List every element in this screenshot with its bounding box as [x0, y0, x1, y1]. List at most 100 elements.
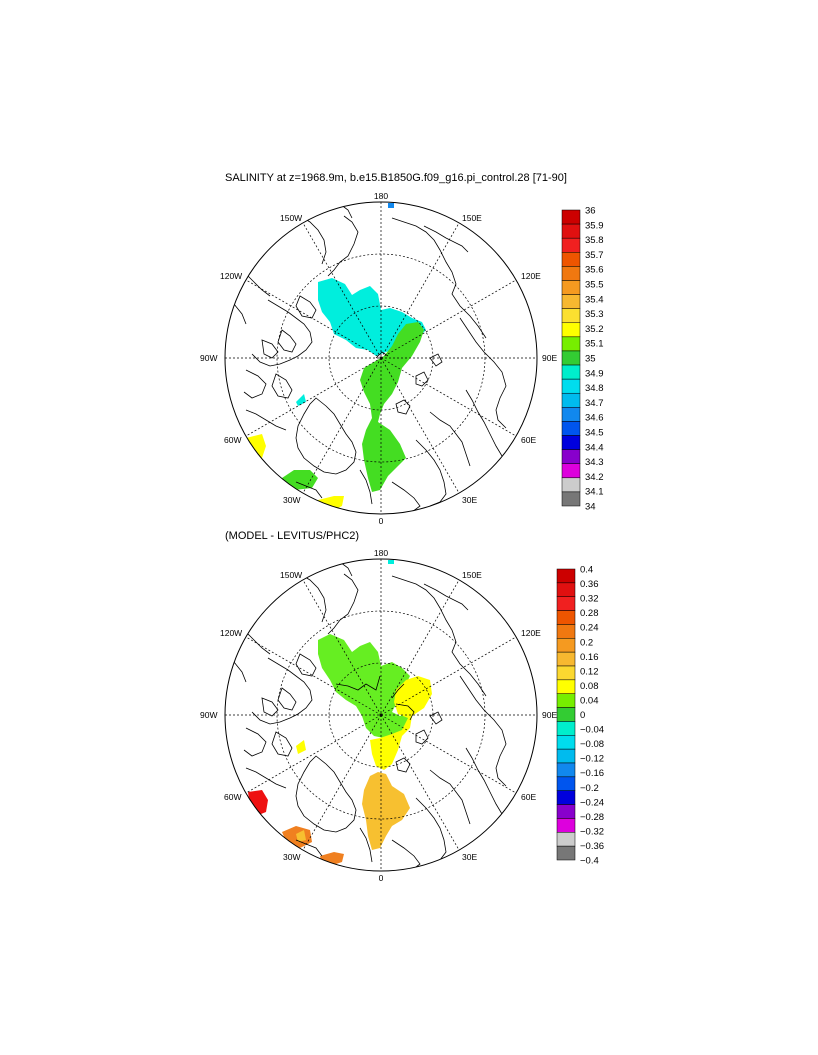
lon-label-90e: 90E [542, 353, 557, 363]
colorbar-swatch [561, 364, 581, 380]
colorbar-label: 0.4 [580, 565, 593, 576]
colorbar-swatch [561, 280, 581, 295]
lon-label-90w: 90W [200, 353, 217, 363]
lon-label-180: 180 [374, 548, 388, 558]
colorbar-label: 0.08 [580, 681, 599, 692]
colorbar-swatch [556, 693, 576, 708]
colorbar-label: 35 [585, 354, 596, 365]
lon-label-120e: 120E [521, 628, 541, 638]
colorbar-swatch [556, 665, 576, 681]
colorbar-label: 0.24 [580, 623, 599, 634]
colorbar-label: 35.1 [585, 339, 604, 350]
colorbar-label: 0.2 [580, 637, 593, 648]
colorbar-swatch [561, 449, 581, 464]
colorbar-swatch [556, 679, 576, 694]
lon-label-150w: 150W [280, 570, 302, 580]
colorbar-label: 0.12 [580, 666, 599, 677]
lon-label-30w: 30W [283, 852, 300, 862]
colorbar-label: 35.3 [585, 309, 604, 320]
colorbar-swatch [556, 776, 576, 791]
colorbar-swatch [556, 832, 576, 847]
colorbar-label: −0.32 [580, 826, 604, 837]
colorbar-label: 34.5 [585, 428, 604, 439]
colorbar-label: −0.16 [580, 768, 604, 779]
lon-label-60w: 60W [224, 435, 241, 445]
colorbar-swatch [556, 582, 576, 597]
panel1-map: 180 0 90W 90E 150W 150E 120W 120E 60W 60… [200, 191, 604, 526]
colorbar-label: −0.12 [580, 754, 604, 765]
colorbar-label: 34.6 [585, 413, 604, 424]
lon-label-150w: 150W [280, 213, 302, 223]
colorbar-swatch [561, 322, 581, 338]
colorbar-label: −0.24 [580, 797, 604, 808]
colorbar-swatch [561, 491, 581, 507]
colorbar-swatch [561, 435, 581, 450]
colorbar-label: 35.6 [585, 265, 604, 276]
colorbar-salinity: 36 35.9 35.8 35.7 35.6 35.5 35.4 35.3 35.2 35.1 35… [561, 206, 604, 513]
lon-label-30w: 30W [283, 495, 300, 505]
colorbar-label: 36 [585, 206, 596, 217]
colorbar-label: 35.2 [585, 324, 604, 335]
lon-label-60w: 60W [224, 792, 241, 802]
colorbar-label: 34.8 [585, 383, 604, 394]
salinity-region-green [360, 322, 424, 492]
colorbar-label: 34.3 [585, 457, 604, 468]
lon-label-60e: 60E [521, 435, 536, 445]
colorbar-swatch [556, 762, 576, 778]
lon-label-30e: 30E [462, 852, 477, 862]
colorbar-swatch [556, 568, 576, 584]
colorbar-swatch [561, 350, 581, 366]
lon-label-180: 180 [374, 191, 388, 201]
salinity-region-yellow-60w [246, 434, 266, 458]
map-boundary [224, 201, 538, 515]
colorbar-label: 35.9 [585, 220, 604, 231]
colorbar-swatch [556, 721, 576, 736]
colorbar-swatch [556, 651, 576, 667]
colorbar-swatch [561, 266, 581, 281]
lon-label-90w: 90W [200, 710, 217, 720]
lon-label-150e: 150E [462, 570, 482, 580]
lat-lon-grid [225, 202, 537, 514]
colorbar-label: −0.08 [580, 739, 604, 750]
lon-label-0: 0 [379, 873, 384, 883]
colorbar-swatch [556, 596, 576, 611]
colorbar-label: 34 [585, 502, 596, 513]
colorbar-label: 0 [580, 710, 585, 721]
colorbar-swatch [561, 237, 581, 253]
lon-label-30e: 30E [462, 495, 477, 505]
colorbar-swatch [561, 209, 581, 225]
colorbar-label: 35.5 [585, 280, 604, 291]
colorbar-swatch [556, 804, 576, 819]
colorbar-label: 34.2 [585, 472, 604, 483]
colorbar-swatch [561, 252, 581, 267]
colorbar-swatch [561, 407, 581, 422]
colorbar-difference: 0.4 0.36 0.32 0.28 0.24 0.2 0.16 0.12 0.08 0.04 0 −… [556, 565, 604, 867]
lon-label-120w: 120W [220, 628, 242, 638]
colorbar-label: 35.7 [585, 250, 604, 261]
diff-region-orange [362, 772, 410, 850]
colorbar-label: 0.32 [580, 594, 599, 605]
lon-label-90e: 90E [542, 710, 557, 720]
colorbar-label: 0.36 [580, 579, 599, 590]
colorbar-swatch [556, 624, 576, 639]
colorbar-swatch [561, 477, 581, 493]
colorbar-swatch [556, 638, 576, 653]
colorbar-swatch [561, 421, 581, 436]
colorbar-label: −0.36 [580, 841, 604, 852]
colorbar-label: 34.7 [585, 398, 604, 409]
colorbar-label: 0.16 [580, 652, 599, 663]
colorbar-label: 0.04 [580, 695, 599, 706]
colorbar-swatch [556, 790, 576, 805]
colorbar-swatch [561, 392, 581, 408]
colorbar-swatch [561, 294, 581, 309]
panel1-title: SALINITY at z=1968.9m, b.e15.B1850G.f09_… [225, 172, 567, 184]
panel2-map: 180 0 90W 90E 150W 150E 120W 120E 60W 60… [200, 548, 604, 883]
panel2-title: (MODEL - LEVITUS/PHC2) [225, 530, 360, 542]
diff-region-yellow [370, 676, 432, 770]
colorbar-swatch [556, 748, 576, 764]
colorbar-swatch [556, 735, 576, 750]
colorbar-swatch [556, 818, 576, 833]
colorbar-swatch [561, 223, 581, 239]
colorbar-label: 34.9 [585, 368, 604, 379]
lon-label-120e: 120E [521, 271, 541, 281]
